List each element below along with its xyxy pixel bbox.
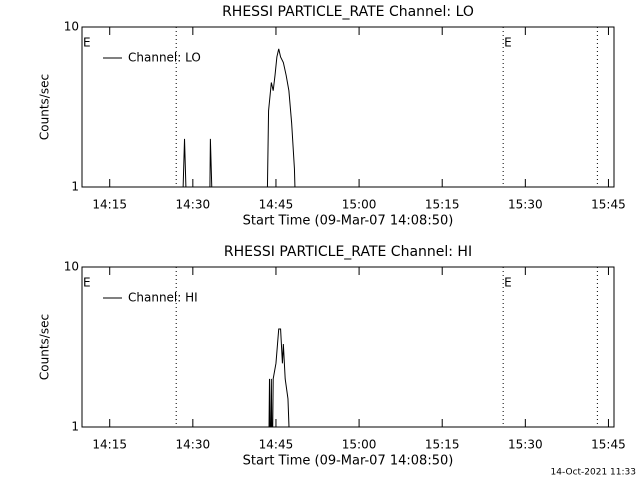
x-tick-label: 15:15 [425,198,460,212]
series-line [268,328,290,427]
annotation: E [83,36,91,50]
y-axis-label: Counts/sec [38,74,52,140]
legend-label: Channel: HI [128,291,198,305]
x-tick-label: 15:00 [342,438,377,452]
chart-title: RHESSI PARTICLE_RATE Channel: HI [224,244,472,260]
chart-title: RHESSI PARTICLE_RATE Channel: LO [222,4,474,20]
x-tick-label: 15:15 [425,438,460,452]
x-tick-label: 15:00 [342,198,377,212]
y-tick-label: 1 [71,180,79,194]
x-tick-label: 15:30 [508,438,543,452]
x-tick-label: 14:30 [176,198,211,212]
x-tick-label: 15:45 [591,198,626,212]
plot-frame [81,26,615,188]
x-tick-label: 14:15 [92,438,127,452]
annotation: E [83,276,91,290]
y-tick-label: 10 [64,20,79,34]
x-tick-label: 14:30 [176,438,211,452]
x-tick-label: 14:15 [92,198,127,212]
y-tick-label: 1 [71,420,79,434]
x-tick-label: 14:45 [259,438,294,452]
y-axis-label: Counts/sec [38,314,52,380]
y-tick-label: 10 [64,260,79,274]
x-tick-label: 14:45 [259,198,294,212]
x-tick-label: 15:45 [591,438,626,452]
annotation: E [504,36,512,50]
legend-label: Channel: LO [128,51,201,65]
series-line [182,48,296,187]
plot-frame [81,266,615,428]
x-tick-label: 15:30 [508,198,543,212]
x-axis-label: Start Time (09-Mar-07 14:08:50) [243,454,454,469]
footer: 14-Oct-2021 11:33 [551,468,636,478]
annotation: E [504,276,512,290]
x-axis-label: Start Time (09-Mar-07 14:08:50) [243,214,454,229]
